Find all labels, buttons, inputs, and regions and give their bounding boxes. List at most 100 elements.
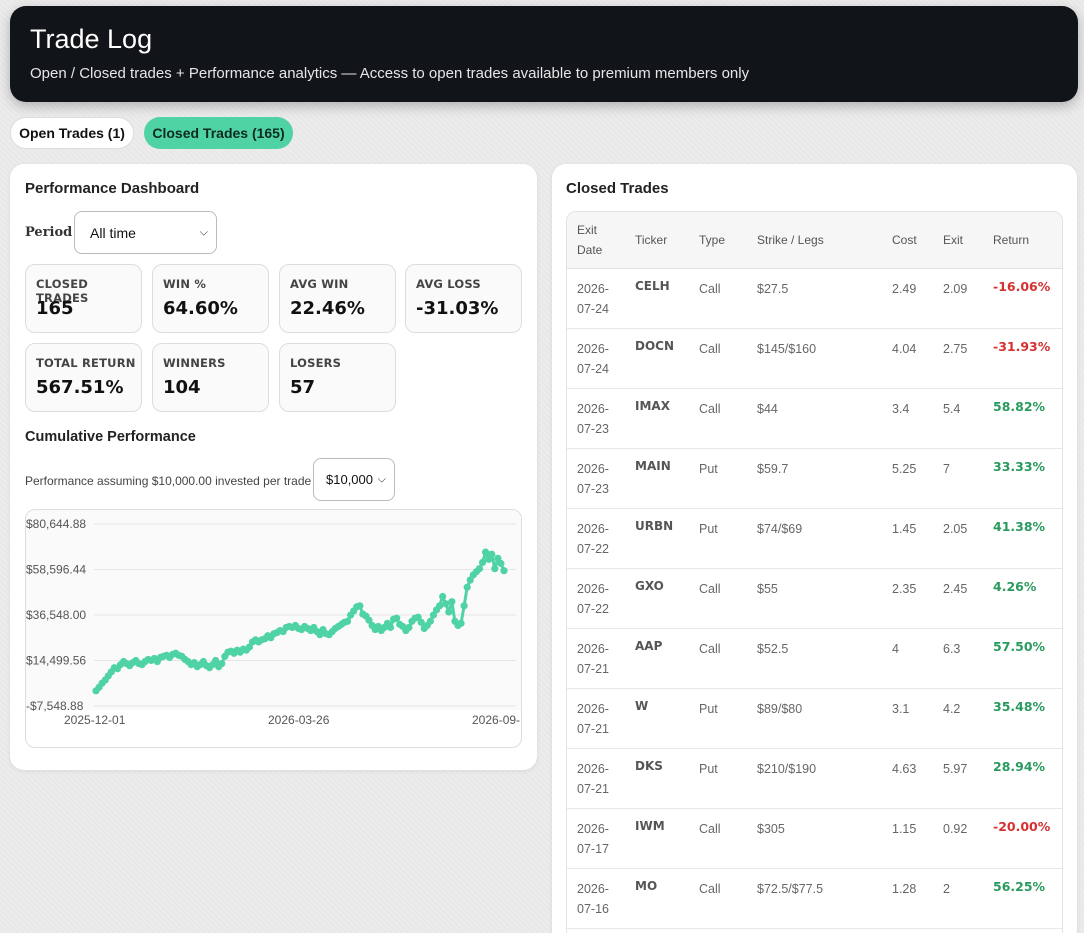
th-exit-date: Exit Date xyxy=(577,220,602,260)
th-ticker: Ticker xyxy=(635,233,668,247)
stat-label: LOSERS xyxy=(290,356,342,370)
cell-exit-date: 2026- xyxy=(577,462,609,476)
cell-type: Put xyxy=(699,522,718,536)
cell-exit-date: 07-21 xyxy=(577,722,609,736)
data-point xyxy=(442,600,450,608)
trades-table: Exit Date Ticker Type Strike / Legs Cost… xyxy=(566,211,1063,933)
stat-label: AVG LOSS xyxy=(416,277,481,291)
stat-value: 567.51% xyxy=(36,377,124,398)
cell-strike: $145/$160 xyxy=(757,342,817,356)
stat-avg-win: AVG WIN 22.46% xyxy=(279,264,396,333)
data-point xyxy=(405,623,413,632)
data-point xyxy=(218,659,226,668)
data-point xyxy=(435,602,444,610)
cell-ticker: IMAX xyxy=(635,399,670,413)
data-point xyxy=(460,602,468,610)
th-type: Type xyxy=(699,233,726,247)
tab-open-trades[interactable]: Open Trades (1) xyxy=(10,117,134,149)
cell-return: -20.00% xyxy=(993,819,1051,834)
cell-type: Call xyxy=(699,402,721,416)
table-row: 2026- 07-16 MO Call $72.5/$77.5 1.28 2 56.25% xyxy=(567,869,1062,929)
tab-closed-trades[interactable]: Closed Trades (165) xyxy=(144,117,293,149)
cell-exit: 0.92 xyxy=(943,822,968,836)
cell-strike: $27.5 xyxy=(757,282,789,296)
stat-value: -31.03% xyxy=(416,298,499,319)
data-point xyxy=(393,614,401,622)
cell-ticker: DKS xyxy=(635,759,663,773)
th-strike: Strike / Legs xyxy=(757,233,824,247)
stat-label: AVG WIN xyxy=(290,277,349,291)
x-tick-label: 2026-09- xyxy=(472,713,520,727)
cell-exit-date: 2026- xyxy=(577,402,609,416)
cell-exit-date: 07-24 xyxy=(577,362,609,376)
cell-exit: 4.2 xyxy=(943,702,961,716)
closed-trades-card: Closed Trades Exit Date Ticker Type Stri… xyxy=(552,164,1077,933)
data-point xyxy=(497,559,505,568)
cumulative-chart: $80,644.88 $58,596.44 $36,548.00 $14,499.56… xyxy=(25,509,522,748)
data-point xyxy=(478,558,487,567)
cell-ticker: URBN xyxy=(635,519,674,533)
cell-type: Put xyxy=(699,462,718,476)
chevron-down-icon: ⌵ xyxy=(199,226,208,238)
cell-cost: 2.49 xyxy=(892,282,917,296)
cell-type: Call xyxy=(699,582,721,596)
cell-return: 28.94% xyxy=(993,759,1046,774)
cell-exit: 6.3 xyxy=(943,642,961,656)
table-row: 2026- 07-21 AAP Call $52.5 4 6.3 57.50% xyxy=(567,629,1062,689)
cell-type: Call xyxy=(699,822,721,836)
data-point xyxy=(500,567,508,575)
cell-return: 33.33% xyxy=(993,459,1046,474)
cell-return: -31.93% xyxy=(993,339,1051,354)
cell-ticker: IWM xyxy=(635,819,665,833)
stat-label: TOTAL RETURN xyxy=(36,356,136,370)
data-point xyxy=(491,565,499,573)
data-point xyxy=(445,608,453,616)
cell-cost: 4 xyxy=(892,642,899,656)
period-label: Period xyxy=(25,225,73,240)
cell-ticker: W xyxy=(635,699,649,713)
data-point xyxy=(439,592,447,601)
cell-exit-date: 2026- xyxy=(577,822,609,836)
cell-return: 57.50% xyxy=(993,639,1046,654)
assumption-text: Performance assuming $10,000.00 invested… xyxy=(25,474,312,488)
stat-value: 104 xyxy=(163,377,201,398)
stat-losers: LOSERS 57 xyxy=(279,343,396,412)
th-exit: Exit xyxy=(943,233,964,247)
cell-ticker: DOCN xyxy=(635,339,675,353)
cell-exit-date: 07-17 xyxy=(577,842,609,856)
cell-exit-date: 07-16 xyxy=(577,902,609,916)
cell-ticker: GXO xyxy=(635,579,664,593)
cell-exit-date: 2026- xyxy=(577,882,609,896)
cumulative-chart-svg: $80,644.88 $58,596.44 $36,548.00 $14,499.56… xyxy=(26,510,521,727)
cell-exit: 2.75 xyxy=(943,342,968,356)
cell-cost: 3.4 xyxy=(892,402,910,416)
data-point xyxy=(457,619,465,627)
stat-avg-loss: AVG LOSS -31.03% xyxy=(405,264,522,333)
amount-select[interactable]: $10,000 ⌵ xyxy=(313,458,395,501)
cell-strike: $72.5/$77.5 xyxy=(757,882,824,896)
y-tick-label: $80,644.88 xyxy=(26,517,86,531)
data-point xyxy=(356,602,364,610)
stat-value: 57 xyxy=(290,377,316,398)
table-row: 2026- 07-21 W Put $89/$80 3.1 4.2 35.48% xyxy=(567,689,1062,749)
cell-exit-date: 07-23 xyxy=(577,422,609,436)
data-point xyxy=(417,618,425,626)
chevron-down-icon: ⌵ xyxy=(377,473,386,485)
cell-strike: $210/$190 xyxy=(757,762,817,776)
period-select[interactable]: All time ⌵ xyxy=(74,211,217,254)
cell-exit-date: 07-22 xyxy=(577,542,609,556)
y-tick-label: -$7,548.88 xyxy=(26,699,84,713)
stat-winners: WINNERS 104 xyxy=(152,343,269,412)
cell-exit: 5.4 xyxy=(943,402,961,416)
cell-exit-date: 2026- xyxy=(577,342,609,356)
cell-strike: $52.5 xyxy=(757,642,789,656)
cell-strike: $89/$80 xyxy=(757,702,803,716)
cell-return: 4.26% xyxy=(993,579,1037,594)
data-point xyxy=(448,598,456,606)
cell-type: Call xyxy=(699,642,721,656)
table-row: 2026- 07-22 GXO Call $55 2.35 2.45 4.26% xyxy=(567,569,1062,629)
th-return: Return xyxy=(993,233,1030,247)
cell-cost: 4.63 xyxy=(892,762,917,776)
data-point xyxy=(386,623,395,632)
cell-exit-date: 07-23 xyxy=(577,482,609,496)
